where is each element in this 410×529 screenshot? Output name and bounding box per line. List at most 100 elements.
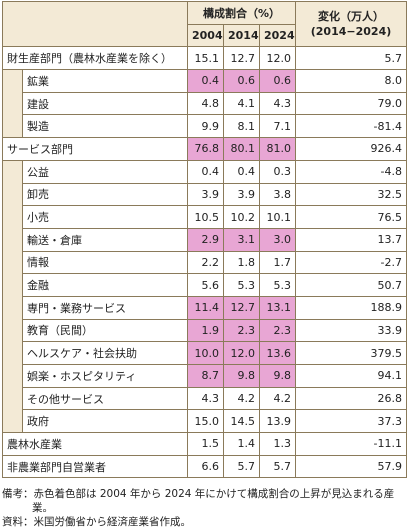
table-row: 小売 10.5 10.2 10.1 76.5 xyxy=(3,205,408,229)
share-cell: 10.1 xyxy=(258,205,297,229)
share-cell: 2.2 xyxy=(187,250,224,275)
row-label: 専門・業務サービス xyxy=(22,295,188,320)
share-cell: 1.8 xyxy=(223,250,260,275)
share-cell: 0.4 xyxy=(223,159,260,184)
change-cell: -4.8 xyxy=(295,159,408,184)
share-cell: 1.9 xyxy=(187,318,224,343)
share-cell: 1.7 xyxy=(258,250,297,275)
share-cell: 9.8 xyxy=(223,364,260,388)
year-header: 2024 xyxy=(258,23,297,48)
share-cell: 5.6 xyxy=(187,273,224,297)
share-cell: 3.8 xyxy=(258,182,297,207)
table-row: ヘルスケア・社会扶助 10.0 12.0 13.6 379.5 xyxy=(3,341,408,365)
share-header: 構成割合（%） xyxy=(186,1,297,25)
row-label: 情報 xyxy=(22,250,188,275)
change-cell: -81.4 xyxy=(295,114,408,139)
change-cell: 76.5 xyxy=(295,205,408,229)
change-cell: -2.7 xyxy=(295,250,408,275)
change-cell: 79.0 xyxy=(295,91,408,116)
change-cell: 94.1 xyxy=(295,364,408,388)
change-cell: 37.3 xyxy=(295,409,408,434)
share-cell: 2.9 xyxy=(187,227,224,252)
row-label: 政府 xyxy=(22,409,188,434)
data-table: 構成割合（%） 変化（万人） (2014−2024) 2004 2014 2024… xyxy=(2,0,408,479)
change-cell: 33.9 xyxy=(295,318,408,343)
share-cell: 8.1 xyxy=(223,114,260,139)
row-label: 公益 xyxy=(22,159,188,184)
table-row: 専門・業務サービス 11.4 12.7 13.1 188.9 xyxy=(3,295,408,320)
row-label: 教育（民間） xyxy=(22,318,188,343)
indent-block xyxy=(2,159,23,434)
row-label: 製造 xyxy=(22,114,188,139)
share-cell: 7.1 xyxy=(258,114,297,139)
share-cell: 1.5 xyxy=(187,432,224,456)
share-cell: 3.9 xyxy=(223,182,260,207)
share-cell: 9.8 xyxy=(258,364,297,388)
share-cell: 12.0 xyxy=(258,46,297,71)
change-cell: 379.5 xyxy=(295,341,408,365)
notes: 備考：赤色着色部は 2004 年から 2024 年にかけて構成割合の上昇が見込ま… xyxy=(2,487,406,529)
share-cell: 3.0 xyxy=(258,227,297,252)
share-cell: 3.1 xyxy=(223,227,260,252)
indent-block xyxy=(2,69,23,139)
share-cell: 4.2 xyxy=(223,386,260,411)
row-label: 鉱業 xyxy=(22,69,188,93)
row-label: 建設 xyxy=(22,91,188,116)
change-cell: 32.5 xyxy=(295,182,408,207)
row-label: 娯楽・ホスピタリティ xyxy=(22,364,188,388)
table-row: その他サービス 4.3 4.2 4.2 26.8 xyxy=(3,386,408,411)
row-label: サービス部門 xyxy=(2,137,188,161)
change-cell: 8.0 xyxy=(295,69,408,93)
share-cell: 12.7 xyxy=(223,295,260,320)
row-label: 財生産部門（農林水産業を除く） xyxy=(2,46,188,71)
row-label: ヘルスケア・社会扶助 xyxy=(22,341,188,365)
row-label: その他サービス xyxy=(22,386,188,411)
change-cell: 188.9 xyxy=(295,295,408,320)
share-cell: 3.9 xyxy=(187,182,224,207)
change-period: (2014−2024) xyxy=(310,25,392,39)
note: 備考：赤色着色部は 2004 年から 2024 年にかけて構成割合の上昇が見込ま… xyxy=(2,488,395,514)
share-cell: 12.7 xyxy=(223,46,260,71)
share-cell: 6.6 xyxy=(187,454,224,479)
share-cell: 76.8 xyxy=(187,137,224,161)
change-title: 変化（万人） xyxy=(318,10,385,24)
share-cell: 0.4 xyxy=(187,159,224,184)
change-cell: 5.7 xyxy=(295,46,408,71)
share-cell: 1.4 xyxy=(223,432,260,456)
share-cell: 8.7 xyxy=(187,364,224,388)
change-cell: 926.4 xyxy=(295,137,408,161)
row-label: 金融 xyxy=(22,273,188,297)
change-cell: -11.1 xyxy=(295,432,408,456)
share-cell: 9.9 xyxy=(187,114,224,139)
share-cell: 10.0 xyxy=(187,341,224,365)
share-cell: 4.3 xyxy=(258,91,297,116)
share-cell: 13.9 xyxy=(258,409,297,434)
share-cell: 0.4 xyxy=(187,69,224,93)
source: 資料：米国労働省から経済産業省作成。 xyxy=(2,516,191,528)
share-cell: 4.3 xyxy=(187,386,224,411)
table-row: 公益 0.4 0.4 0.3 -4.8 xyxy=(2,159,408,434)
share-cell: 10.5 xyxy=(187,205,224,229)
table-row: 政府 15.0 14.5 13.9 37.3 xyxy=(3,409,408,434)
table-row: 金融 5.6 5.3 5.3 50.7 xyxy=(3,273,408,297)
table-row: 輸送・倉庫 2.9 3.1 3.0 13.7 xyxy=(3,227,408,252)
table-row: 財生産部門（農林水産業を除く） 15.1 12.7 12.0 5.7 xyxy=(2,46,408,71)
share-cell: 0.6 xyxy=(258,69,297,93)
share-cell: 4.1 xyxy=(223,91,260,116)
share-cell: 4.2 xyxy=(258,386,297,411)
row-label: 輸送・倉庫 xyxy=(22,227,188,252)
table-row: 農林水産業 1.5 1.4 1.3 -11.1 xyxy=(2,432,408,456)
share-cell: 14.5 xyxy=(223,409,260,434)
share-cell: 5.3 xyxy=(258,273,297,297)
table-row: 娯楽・ホスピタリティ 8.7 9.8 9.8 94.1 xyxy=(3,364,408,388)
table-row: 建設 4.8 4.1 4.3 79.0 xyxy=(3,91,408,116)
share-cell: 13.1 xyxy=(258,295,297,320)
table-body: 財生産部門（農林水産業を除く） 15.1 12.7 12.0 5.7 鉱業 0.4 0.6 0.… xyxy=(2,46,408,479)
share-cell: 2.3 xyxy=(258,318,297,343)
change-cell: 26.8 xyxy=(295,386,408,411)
row-label: 農林水産業 xyxy=(2,432,188,456)
change-header: 変化（万人） (2014−2024) xyxy=(295,0,408,48)
table-row: 非農業部門自営業者 6.6 5.7 5.7 57.9 xyxy=(2,454,408,479)
share-cell: 10.2 xyxy=(223,205,260,229)
